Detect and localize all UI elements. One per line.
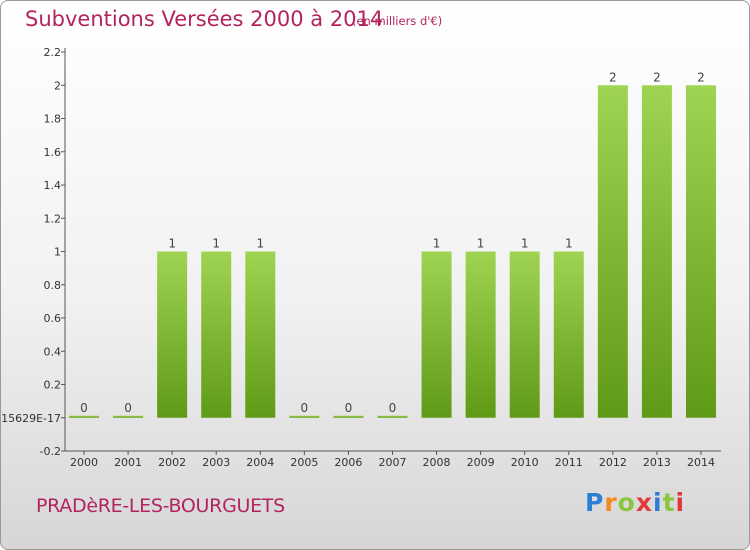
x-tick-label: 2006: [334, 456, 362, 469]
bar-value-label: 1: [256, 237, 264, 251]
bar-value-label: 0: [124, 401, 132, 415]
y-tick-label: 1.4: [44, 179, 62, 192]
bar-value-label: 1: [521, 237, 529, 251]
bar-value-label: 0: [80, 401, 88, 415]
bar: [641, 85, 672, 418]
y-tick-label: 0.8: [44, 279, 62, 292]
bar: [553, 251, 584, 418]
x-tick-label: 2004: [246, 456, 274, 469]
bar-value-label: 0: [301, 401, 309, 415]
x-tick-label: 2009: [467, 456, 495, 469]
bar-value-label: 2: [609, 70, 617, 84]
x-tick-label: 2007: [378, 456, 406, 469]
unit-label: (en milliers d'€): [352, 14, 443, 28]
y-tick-label: 1: [54, 246, 61, 259]
x-tick-label: 2003: [202, 456, 230, 469]
commune-name: PRADèRE-LES-BOURGUETS: [36, 495, 285, 517]
logo-letter: r: [604, 488, 618, 517]
y-tick-label: 1.6: [44, 146, 62, 159]
x-tick-label: 2005: [290, 456, 318, 469]
y-tick-label: 0.6: [44, 312, 62, 325]
bar: [333, 415, 364, 418]
logo-letter: x: [635, 488, 653, 517]
bar: [597, 85, 628, 418]
y-tick-label: 2.2: [44, 46, 62, 59]
bar: [685, 85, 716, 418]
y-tick-label: 2: [54, 79, 61, 92]
bar: [289, 415, 320, 418]
bar-value-label: 1: [565, 237, 573, 251]
x-tick-label: 2013: [643, 456, 671, 469]
bar: [201, 251, 232, 418]
x-tick-label: 2001: [114, 456, 142, 469]
logo-letter: i: [653, 488, 663, 517]
bar: [509, 251, 540, 418]
x-tick-label: 2008: [423, 456, 451, 469]
bar: [421, 251, 452, 418]
y-tick-label: -0.2: [40, 445, 61, 458]
bar: [377, 415, 408, 418]
logo-letter: o: [617, 488, 636, 517]
bar-value-label: 1: [433, 237, 441, 251]
x-tick-label: 2002: [158, 456, 186, 469]
bar: [69, 415, 99, 418]
x-tick-label: 2011: [555, 456, 583, 469]
bar: [465, 251, 496, 418]
logo-letter: i: [675, 488, 686, 517]
logo-letter: P: [585, 488, 605, 517]
y-tick-label: -1.2815629E-17: [1, 412, 61, 425]
x-tick-label: 2014: [687, 456, 715, 469]
bar-value-label: 2: [697, 70, 705, 84]
y-tick-label: 1.2: [44, 212, 62, 225]
bar-value-label: 1: [168, 237, 176, 251]
logo-letter: t: [662, 488, 676, 517]
y-tick-label: 1.8: [44, 113, 62, 126]
bar: [113, 415, 144, 418]
x-tick-label: 2000: [70, 456, 98, 469]
x-tick-label: 2010: [511, 456, 539, 469]
y-tick-label: 0.4: [44, 345, 62, 358]
x-tick-label: 2012: [599, 456, 627, 469]
bar: [245, 251, 276, 418]
y-tick-label: 0.2: [44, 379, 62, 392]
chart-title: Subventions Versées 2000 à 2014: [25, 7, 384, 31]
proxiti-logo: Proxiti: [585, 488, 685, 517]
bar-value-label: 1: [212, 237, 220, 251]
bar-value-label: 0: [389, 401, 397, 415]
bar-value-label: 2: [653, 70, 661, 84]
bar-value-label: 1: [477, 237, 485, 251]
bar-value-label: 0: [345, 401, 353, 415]
bar: [157, 251, 188, 418]
